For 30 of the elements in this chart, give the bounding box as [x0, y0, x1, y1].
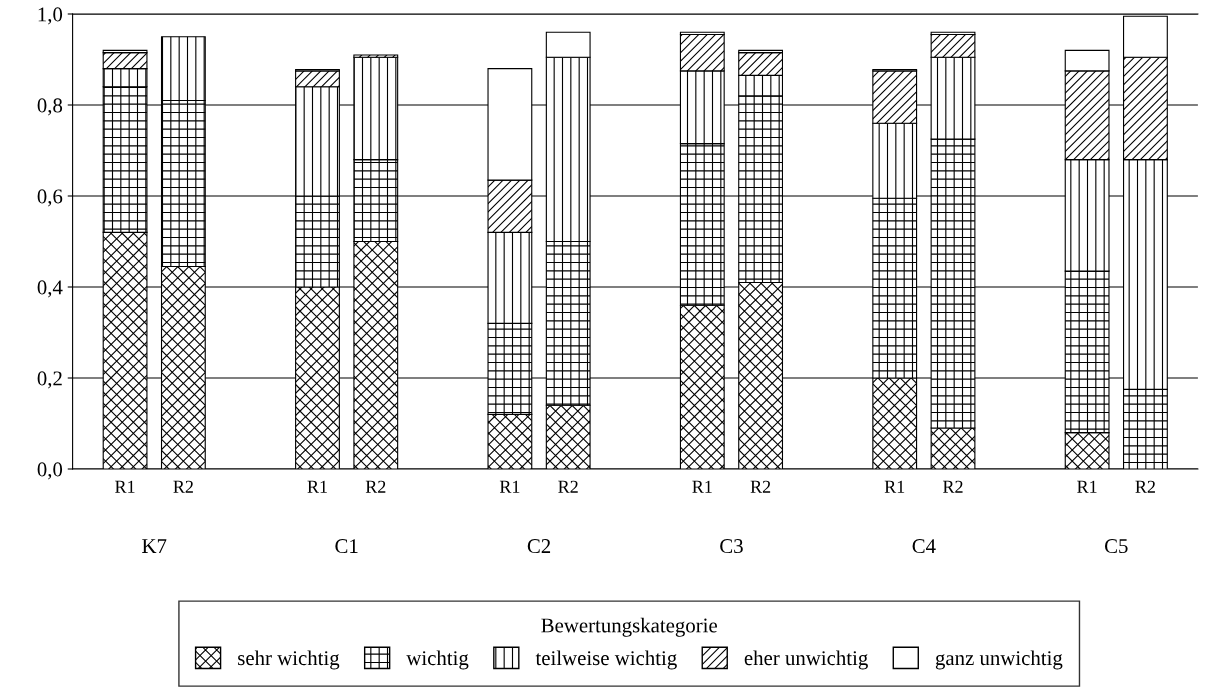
x-tick-label: R1: [307, 480, 327, 493]
text: C4: [912, 539, 936, 554]
legend-label: sehr wichtig: [238, 650, 340, 670]
legend-label: ganz unwichtig: [935, 650, 1063, 670]
x-tick-label: R2: [1135, 480, 1155, 493]
text: C3: [720, 539, 743, 554]
text: C5: [1104, 539, 1128, 554]
x-tick-label: R1: [692, 480, 712, 493]
x-tick-label: R1: [499, 480, 520, 493]
y-tick-label: 0,6: [37, 189, 63, 207]
y-tick-label: 0,8: [37, 98, 63, 116]
x-tick-label: R2: [173, 480, 193, 493]
y-tick-label: 1,0: [38, 7, 63, 25]
legend-label: eher unwichtig: [744, 650, 868, 670]
text: C2: [527, 539, 551, 554]
legend-title: Bewertungskategorie: [541, 617, 717, 637]
x-tick-label: R2: [365, 480, 386, 493]
x-tick-label: R2: [750, 480, 771, 493]
x-tick-label: R1: [1077, 480, 1097, 493]
x-tick-label: R1: [884, 480, 905, 493]
text: K7: [142, 539, 167, 553]
y-tick-label: 0,0: [37, 462, 63, 480]
y-tick-label: 0,4: [37, 280, 63, 298]
legend-label: wichtig: [406, 650, 469, 670]
text: C1: [335, 539, 358, 554]
y-tick-label: 0,2: [37, 371, 62, 389]
x-tick-label: R2: [558, 480, 578, 493]
x-tick-label: R2: [943, 480, 963, 493]
x-tick-label: R1: [115, 480, 135, 493]
legend-label: teilweise wichtig: [535, 650, 677, 670]
